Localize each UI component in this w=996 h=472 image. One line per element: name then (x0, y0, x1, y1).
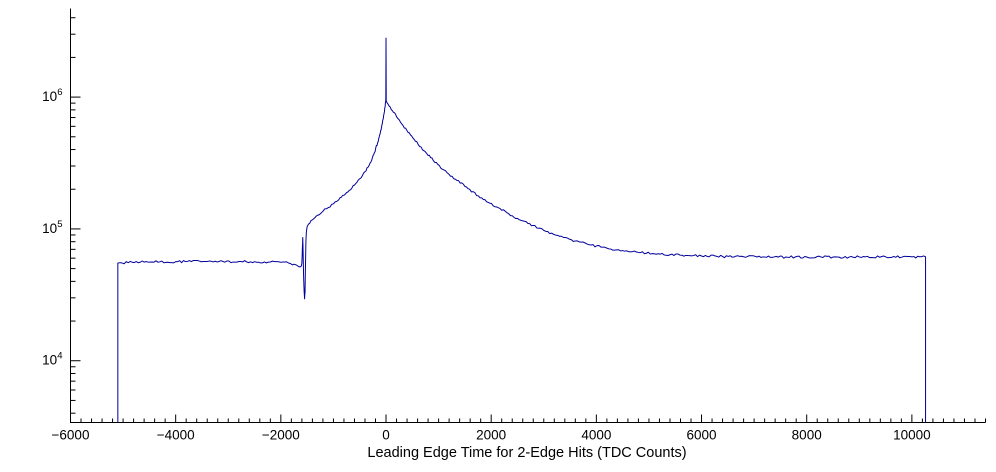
x-axis-ticks (70, 414, 986, 423)
y-axis-tick-labels: 104 105 106 (42, 87, 62, 368)
svg-text:0: 0 (382, 428, 390, 443)
svg-text:−6000: −6000 (52, 428, 90, 443)
histogram-line (117, 37, 927, 423)
plot-area: −6000 −4000 −2000 0 2000 4000 6000 8000 10000 104… (42, 8, 986, 443)
svg-text:105: 105 (42, 219, 62, 236)
svg-text:4000: 4000 (581, 428, 611, 443)
y-axis-ticks (70, 17, 81, 414)
svg-text:106: 106 (42, 87, 62, 104)
svg-text:−4000: −4000 (157, 428, 195, 443)
svg-text:6000: 6000 (687, 428, 717, 443)
x-axis-title: Leading Edge Time for 2-Edge Hits (TDC C… (367, 445, 686, 461)
svg-text:8000: 8000 (792, 428, 822, 443)
axes-frame (70, 8, 986, 423)
svg-text:104: 104 (42, 351, 62, 368)
svg-text:10000: 10000 (893, 428, 931, 443)
svg-text:2000: 2000 (476, 428, 506, 443)
x-axis-tick-labels: −6000 −4000 −2000 0 2000 4000 6000 8000 10000 (52, 428, 931, 443)
svg-text:−2000: −2000 (262, 428, 300, 443)
